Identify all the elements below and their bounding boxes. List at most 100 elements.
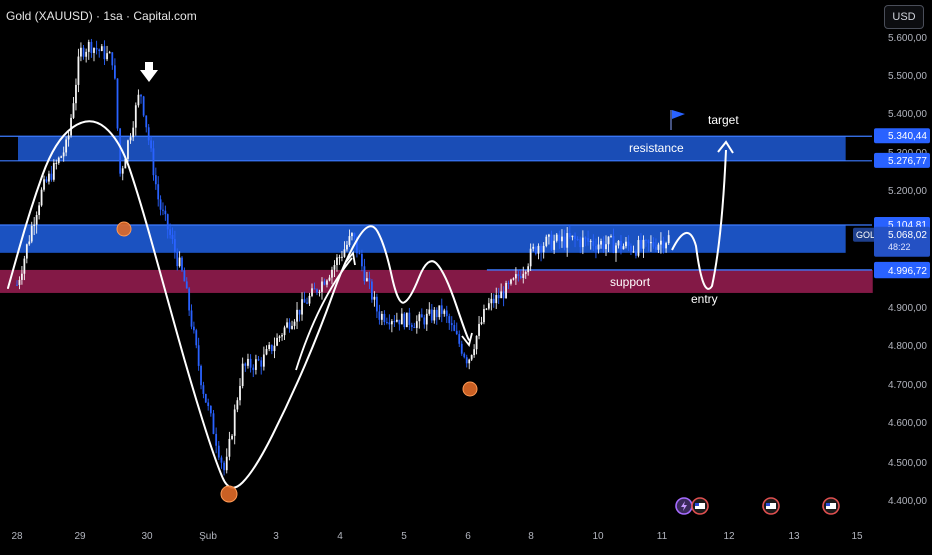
candle-body — [244, 363, 247, 366]
bolt-glyph — [681, 501, 687, 511]
x-tick-label: Şub — [199, 531, 217, 542]
candle-body — [111, 52, 114, 66]
current-price-label: 5.068,02 — [888, 230, 927, 241]
candle-body — [480, 322, 483, 324]
candle-body — [25, 244, 28, 259]
candle-body — [220, 457, 223, 463]
x-tick-label: 15 — [851, 531, 863, 542]
candle — [331, 266, 333, 285]
candle-body — [217, 445, 220, 458]
candle — [326, 279, 328, 288]
candle-body — [23, 258, 26, 274]
axis-layer: 5.600,005.500,005.400,005.300,005.200,00… — [11, 33, 930, 542]
candle — [183, 267, 186, 282]
zones-layer — [0, 135, 873, 293]
candle — [303, 291, 306, 303]
candle-body — [383, 313, 386, 322]
candle — [371, 279, 373, 303]
candle-body — [542, 245, 545, 253]
candle-body — [173, 239, 176, 252]
candle-body — [241, 363, 244, 387]
down-arrow-icon — [140, 62, 158, 82]
projection-arc-up — [295, 257, 353, 371]
candle — [460, 340, 463, 356]
candle-body — [647, 240, 650, 244]
candle — [450, 316, 453, 332]
candle — [25, 243, 28, 264]
candle — [249, 354, 252, 373]
candle-body — [587, 238, 589, 242]
candle-body — [202, 385, 205, 394]
candle — [373, 291, 376, 307]
candle — [154, 167, 157, 190]
candle-body — [178, 257, 181, 267]
candle — [28, 235, 31, 246]
pivot-marker — [116, 221, 132, 237]
candle-body — [445, 310, 448, 317]
drawing-layer: resistance support target entry — [7, 62, 739, 503]
candle — [169, 223, 172, 239]
candle-body — [610, 236, 612, 238]
candle — [410, 322, 413, 331]
candle — [383, 310, 386, 326]
candle — [16, 280, 18, 286]
candle — [239, 378, 241, 406]
candle-body — [38, 205, 41, 215]
candle — [93, 47, 95, 62]
candle — [288, 318, 291, 333]
candle-body — [571, 235, 574, 238]
candle — [159, 195, 162, 216]
candle-body — [495, 295, 498, 304]
candle-body — [529, 248, 532, 267]
candle-body — [87, 41, 90, 52]
candle — [152, 140, 155, 181]
candle — [100, 44, 103, 52]
candle — [338, 254, 341, 265]
candle-body — [103, 46, 106, 60]
symbol-tag-label: GOLD — [856, 230, 882, 240]
candle-body — [67, 135, 70, 140]
candle — [428, 302, 431, 316]
y-tick-label: 5.200,00 — [888, 186, 927, 197]
candle — [558, 230, 561, 249]
candle — [204, 393, 207, 403]
candle-body — [152, 148, 155, 176]
x-tick-label: 12 — [723, 531, 735, 542]
candle — [33, 217, 36, 236]
candle-body — [473, 349, 476, 356]
candle-body — [150, 140, 152, 149]
candle-body — [363, 266, 366, 282]
candle — [413, 322, 416, 329]
candle-body — [563, 236, 566, 248]
candle-body — [356, 236, 358, 254]
candle-body — [438, 305, 441, 318]
candle-body — [595, 245, 597, 250]
candle — [423, 314, 426, 329]
candle-body — [505, 282, 507, 299]
candle-body — [247, 358, 249, 366]
candle — [615, 242, 617, 262]
candle — [637, 235, 640, 258]
candle — [642, 235, 645, 258]
candle-body — [492, 298, 495, 304]
price-tag-label: 5.340,44 — [888, 131, 927, 142]
candle-body — [119, 128, 122, 174]
candle-body — [249, 358, 252, 368]
candle-body — [341, 256, 343, 258]
candle-body — [517, 274, 520, 277]
candle — [283, 325, 286, 341]
candle — [343, 241, 346, 258]
currency-button[interactable]: USD — [884, 5, 924, 29]
candle-body — [169, 229, 172, 235]
candle — [197, 337, 200, 371]
candle — [398, 319, 401, 331]
candle — [627, 235, 630, 251]
candle-body — [318, 291, 321, 293]
candle-body — [270, 344, 273, 352]
candle — [380, 311, 383, 326]
candle — [72, 96, 75, 119]
candle-body — [164, 210, 167, 215]
candle — [129, 133, 132, 144]
